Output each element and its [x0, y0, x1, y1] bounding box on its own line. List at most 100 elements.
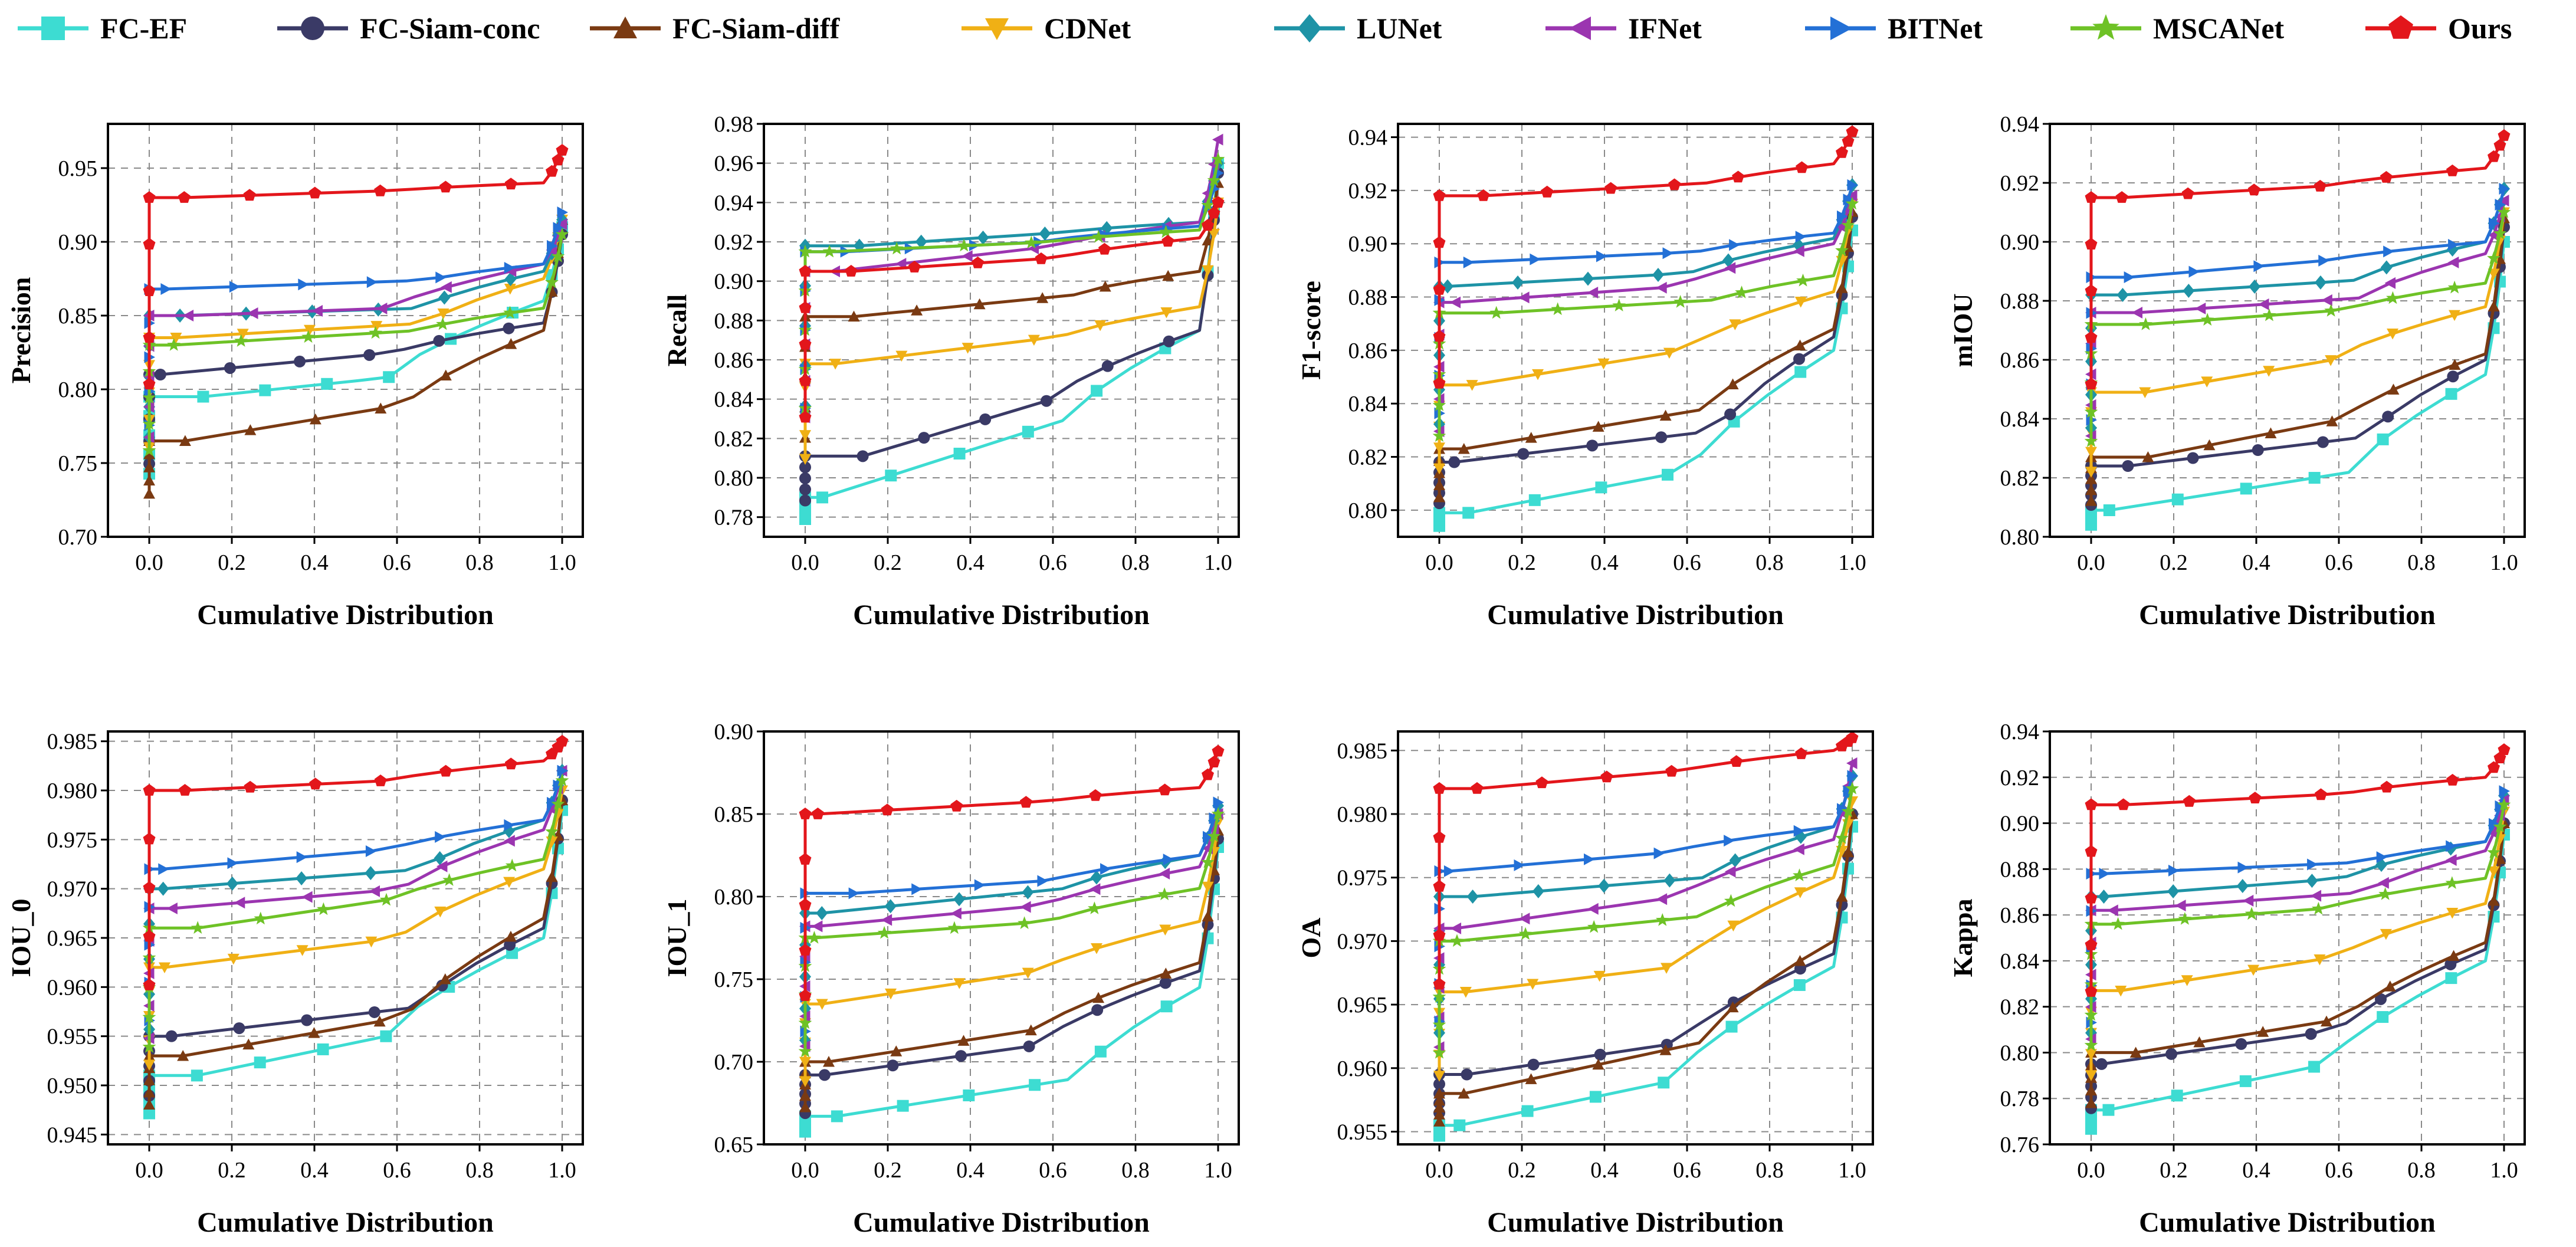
data-point: [1091, 943, 1103, 954]
data-point: [799, 989, 812, 1001]
data-point: [1035, 252, 1048, 264]
data-point: [816, 906, 828, 920]
legend-label: LUNet: [1357, 12, 1442, 45]
data-point: [2308, 472, 2321, 484]
data-point: [911, 304, 923, 316]
series-group: [1432, 731, 1859, 1142]
data-point: [818, 1069, 831, 1081]
y-tick-label: 0.90: [1348, 232, 1388, 257]
data-point: [1432, 1018, 1446, 1031]
data-point: [2448, 239, 2459, 251]
data-point: [1094, 320, 1107, 332]
series-fc-siam-conc: [143, 794, 568, 1102]
y-axis-label: mIOU: [1948, 293, 1978, 367]
data-point: [1037, 875, 1048, 887]
data-point: [2447, 950, 2460, 961]
data-point: [2085, 798, 2098, 810]
data-point: [1727, 920, 1740, 932]
data-point: [375, 402, 387, 414]
grid: [764, 123, 1239, 537]
data-point: [1201, 198, 1215, 211]
y-tick-label: 0.82: [714, 426, 754, 451]
legend-label: MSCANet: [2153, 12, 2285, 45]
data-point: [2380, 780, 2393, 793]
x-tick-label: 0.6: [1039, 550, 1067, 575]
data-point: [505, 858, 519, 872]
data-point: [1655, 913, 1669, 926]
data-point: [2085, 473, 2097, 484]
data-point: [178, 191, 191, 203]
legend-item-fc-siam-diff: FC-Siam-diff: [590, 12, 841, 45]
data-point: [555, 227, 569, 241]
data-point: [1091, 385, 1103, 397]
data-point: [2312, 901, 2325, 915]
data-point: [1477, 189, 1490, 201]
data-point: [1735, 286, 1748, 298]
data-point: [254, 1056, 266, 1069]
data-point: [143, 881, 156, 893]
data-point: [553, 222, 564, 234]
series-ours: [143, 144, 569, 390]
data-point: [237, 329, 249, 340]
data-point: [962, 343, 974, 354]
data-point: [259, 384, 271, 396]
data-point: [1659, 1044, 1672, 1055]
y-tick-label: 0.70: [58, 525, 98, 550]
data-point: [1518, 927, 1533, 940]
data-point: [799, 430, 811, 441]
x-tick-label: 0.2: [2160, 550, 2188, 575]
data-point: [2167, 884, 2180, 899]
data-point: [2499, 183, 2510, 195]
x-tick-label: 0.4: [300, 1158, 329, 1183]
data-point: [2314, 275, 2326, 290]
series-line: [147, 150, 564, 385]
data-point: [1443, 865, 1455, 877]
legend-label: FC-Siam-diff: [672, 12, 841, 45]
legend-marker: [613, 17, 637, 38]
data-point: [2142, 451, 2154, 462]
data-point: [179, 784, 191, 796]
data-point: [1530, 253, 1541, 265]
data-point: [504, 261, 516, 274]
data-point: [369, 885, 380, 897]
data-point: [370, 321, 383, 332]
data-point: [963, 1089, 975, 1101]
data-point: [366, 276, 378, 288]
data-point: [1022, 967, 1034, 979]
data-point: [1662, 468, 1674, 481]
data-point: [436, 860, 448, 872]
data-point: [303, 324, 316, 336]
series-line: [147, 770, 564, 1029]
data-point: [1796, 273, 1810, 287]
data-point: [1213, 796, 1224, 809]
data-point: [555, 773, 569, 786]
data-point: [2175, 900, 2186, 912]
data-point: [908, 261, 921, 273]
data-point: [1028, 334, 1040, 346]
data-point: [167, 338, 181, 351]
data-point: [881, 914, 892, 926]
data-point: [143, 1059, 155, 1071]
data-point: [2262, 308, 2276, 321]
data-point: [2445, 876, 2459, 889]
data-point: [1729, 239, 1740, 251]
data-point: [1847, 770, 1858, 782]
data-point: [546, 165, 558, 177]
data-point: [1459, 987, 1472, 998]
data-point: [2085, 378, 2098, 390]
data-point: [1039, 227, 1051, 241]
data-point: [1202, 234, 1214, 245]
series-lunet: [799, 156, 1224, 413]
data-point: [143, 284, 156, 296]
data-point: [816, 491, 829, 504]
y-tick-label: 0.90: [2000, 812, 2040, 836]
data-point: [1835, 243, 1849, 257]
data-point: [166, 903, 178, 914]
data-point: [897, 1100, 909, 1112]
chart-f1-score: 0.0 0.2 0.4 0.6 0.8 1.0 0.80 0.82 0.84 0.86 0.88 0.…: [1296, 123, 1874, 631]
data-point: [309, 186, 321, 199]
y-axis-label: Kappa: [1948, 899, 1978, 977]
grid: [1398, 731, 1873, 1144]
x-tick-label: 0.8: [1755, 550, 1784, 575]
series-ours: [799, 196, 1225, 423]
